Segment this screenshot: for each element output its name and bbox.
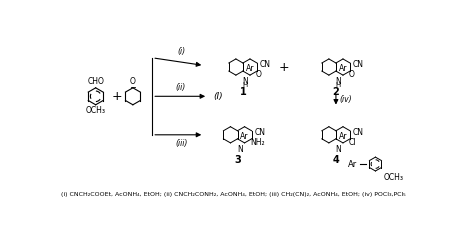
Text: Ar: Ar	[339, 132, 347, 141]
Text: O: O	[130, 77, 136, 86]
Text: Ar: Ar	[348, 160, 357, 169]
Text: (ii): (ii)	[175, 83, 185, 92]
Text: OCH₃: OCH₃	[384, 173, 404, 182]
Text: CHO: CHO	[87, 77, 104, 86]
Text: (iv): (iv)	[339, 95, 352, 104]
Text: (I): (I)	[213, 92, 223, 101]
Text: Ar: Ar	[339, 64, 347, 73]
Text: H: H	[336, 82, 341, 88]
Text: O: O	[349, 70, 355, 79]
Text: +: +	[279, 61, 289, 74]
Text: 1: 1	[239, 88, 246, 97]
Text: OCH₃: OCH₃	[86, 106, 106, 115]
Text: Ar: Ar	[246, 64, 254, 73]
Text: 3: 3	[234, 155, 241, 165]
Text: N: N	[237, 145, 243, 154]
Text: N: N	[336, 77, 341, 86]
Text: (i) CNCH₂COOEt, AcONH₄, EtOH; (ii) CNCH₂CONH₂, AcONH₄, EtOH; (iii) CH₂(CN)₂, AcO: (i) CNCH₂COOEt, AcONH₄, EtOH; (ii) CNCH₂…	[61, 192, 405, 197]
Text: Ar: Ar	[240, 132, 249, 141]
Text: CN: CN	[260, 60, 271, 69]
Text: H: H	[243, 82, 248, 88]
Text: (i): (i)	[178, 47, 186, 56]
Text: CN: CN	[353, 60, 364, 69]
Text: O: O	[255, 70, 262, 79]
Text: Cl: Cl	[349, 137, 356, 146]
Text: 2: 2	[333, 88, 339, 97]
Text: +: +	[111, 90, 122, 103]
Text: CN: CN	[353, 128, 364, 137]
Text: (iii): (iii)	[175, 139, 188, 148]
Text: N: N	[242, 77, 248, 86]
Text: CN: CN	[254, 128, 265, 137]
Text: N: N	[336, 145, 341, 154]
Text: 4: 4	[333, 155, 339, 165]
Text: NH₂: NH₂	[250, 137, 265, 146]
